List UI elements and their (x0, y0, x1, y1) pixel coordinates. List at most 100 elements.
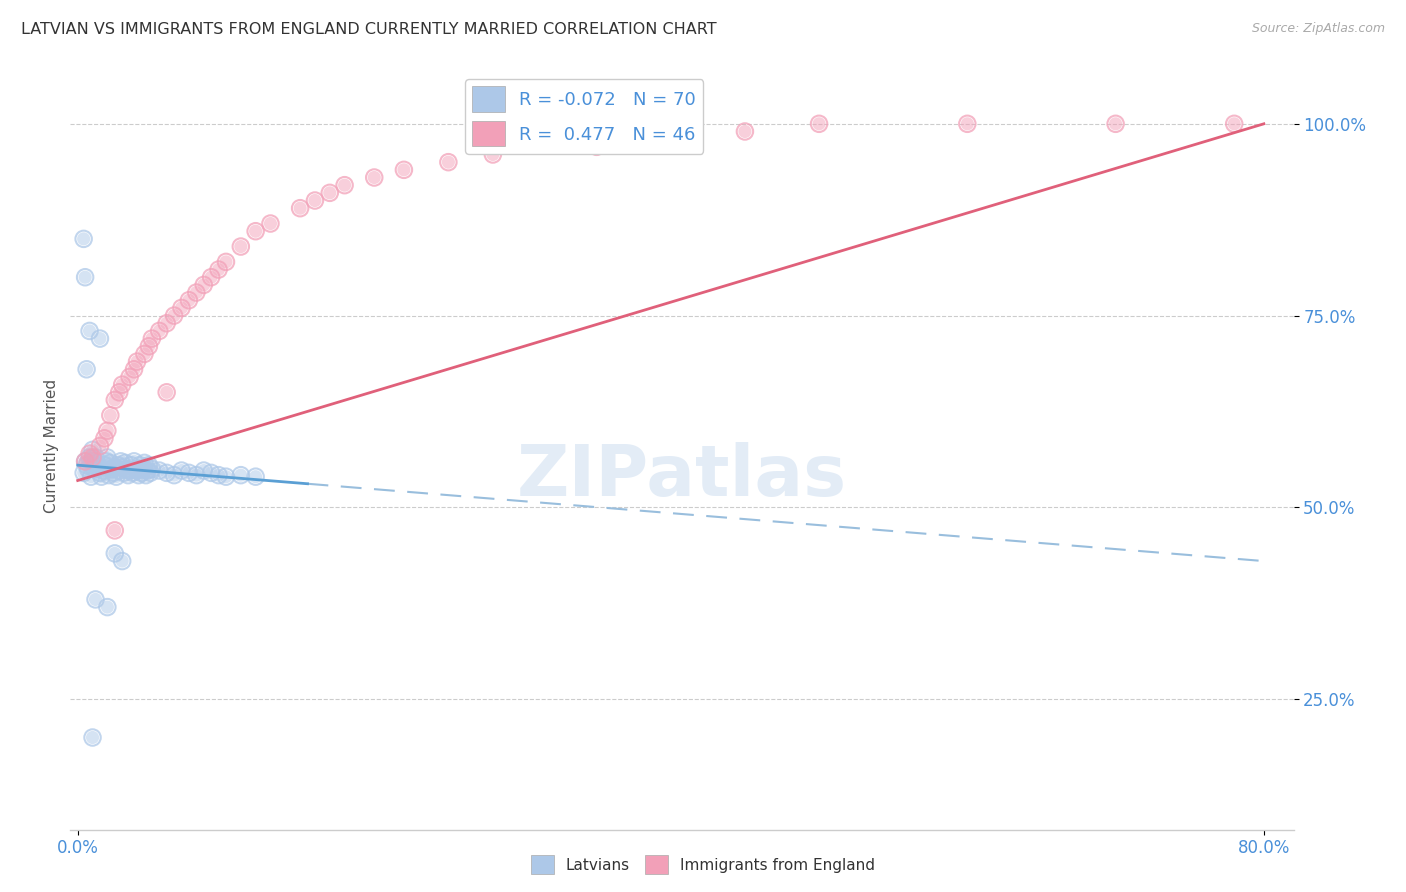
Point (304, 194, 326, 208)
Point (170, 301, 193, 315)
Point (138, 458, 160, 473)
Point (72, 466, 94, 480)
Point (82, 731, 104, 745)
Point (125, 354, 148, 368)
Point (136, 464, 159, 478)
Point (139, 466, 162, 480)
Point (156, 466, 179, 480)
Point (659, 132, 682, 146)
Point (245, 224, 267, 238)
Point (101, 462, 124, 476)
Point (200, 270, 222, 285)
Point (101, 462, 124, 476)
Point (108, 464, 131, 478)
Point (148, 464, 170, 478)
Point (148, 324, 170, 338)
Point (108, 385, 131, 400)
Legend: R = -0.072   N = 70, R =  0.477   N = 46: R = -0.072 N = 70, R = 0.477 N = 46 (465, 79, 703, 153)
Point (104, 460, 127, 475)
Point (177, 293, 200, 308)
Point (98, 456, 121, 470)
Point (734, 124, 756, 138)
Point (229, 239, 252, 253)
Point (90, 469, 112, 483)
Point (89, 466, 111, 480)
Point (215, 469, 238, 483)
Point (76, 458, 98, 473)
Point (207, 262, 229, 277)
Point (163, 309, 186, 323)
Point (156, 316, 179, 330)
Point (482, 147, 505, 161)
Point (288, 201, 311, 215)
Point (79, 447, 101, 461)
Point (96, 424, 118, 438)
Point (129, 458, 152, 473)
Point (124, 462, 146, 476)
Point (115, 462, 138, 476)
Point (229, 239, 252, 253)
Point (229, 468, 252, 483)
Point (76, 458, 98, 473)
Point (111, 460, 134, 475)
Point (98, 409, 121, 423)
Point (131, 466, 153, 480)
Point (134, 347, 156, 361)
Point (96, 450, 118, 465)
Point (138, 339, 160, 353)
Point (437, 155, 460, 169)
Point (200, 466, 222, 480)
Point (193, 464, 215, 478)
Point (333, 178, 356, 193)
Point (141, 462, 163, 476)
Point (103, 466, 125, 480)
Point (111, 377, 134, 392)
Point (75, 270, 97, 285)
Point (82, 450, 104, 465)
Point (808, 117, 831, 131)
Point (134, 456, 156, 470)
Point (200, 466, 222, 480)
Point (808, 117, 831, 131)
Point (186, 285, 208, 300)
Point (107, 458, 129, 473)
Point (259, 217, 281, 231)
Point (120, 458, 142, 473)
Point (84, 592, 107, 607)
Point (75, 454, 97, 468)
Point (138, 458, 160, 473)
Point (118, 464, 141, 478)
Point (111, 460, 134, 475)
Point (82, 442, 104, 457)
Point (110, 454, 132, 468)
Point (104, 546, 127, 560)
Point (114, 456, 136, 470)
Point (363, 170, 385, 185)
Point (229, 468, 252, 483)
Point (75, 454, 97, 468)
Point (585, 140, 607, 154)
Point (319, 186, 342, 200)
Point (75, 454, 97, 468)
Point (156, 466, 179, 480)
Point (148, 324, 170, 338)
Point (215, 255, 238, 269)
Point (72, 466, 94, 480)
Point (75, 270, 97, 285)
Point (75, 454, 97, 468)
Point (122, 454, 145, 468)
Point (170, 464, 193, 478)
Point (207, 468, 229, 483)
Point (83, 462, 105, 476)
Point (107, 458, 129, 473)
Text: ZIPatlas: ZIPatlas (517, 442, 846, 511)
Point (80, 469, 103, 483)
Point (89, 439, 111, 453)
Point (96, 450, 118, 465)
Point (114, 456, 136, 470)
Point (141, 462, 163, 476)
Point (304, 194, 326, 208)
Point (89, 466, 111, 480)
Point (245, 469, 267, 483)
Point (103, 466, 125, 480)
